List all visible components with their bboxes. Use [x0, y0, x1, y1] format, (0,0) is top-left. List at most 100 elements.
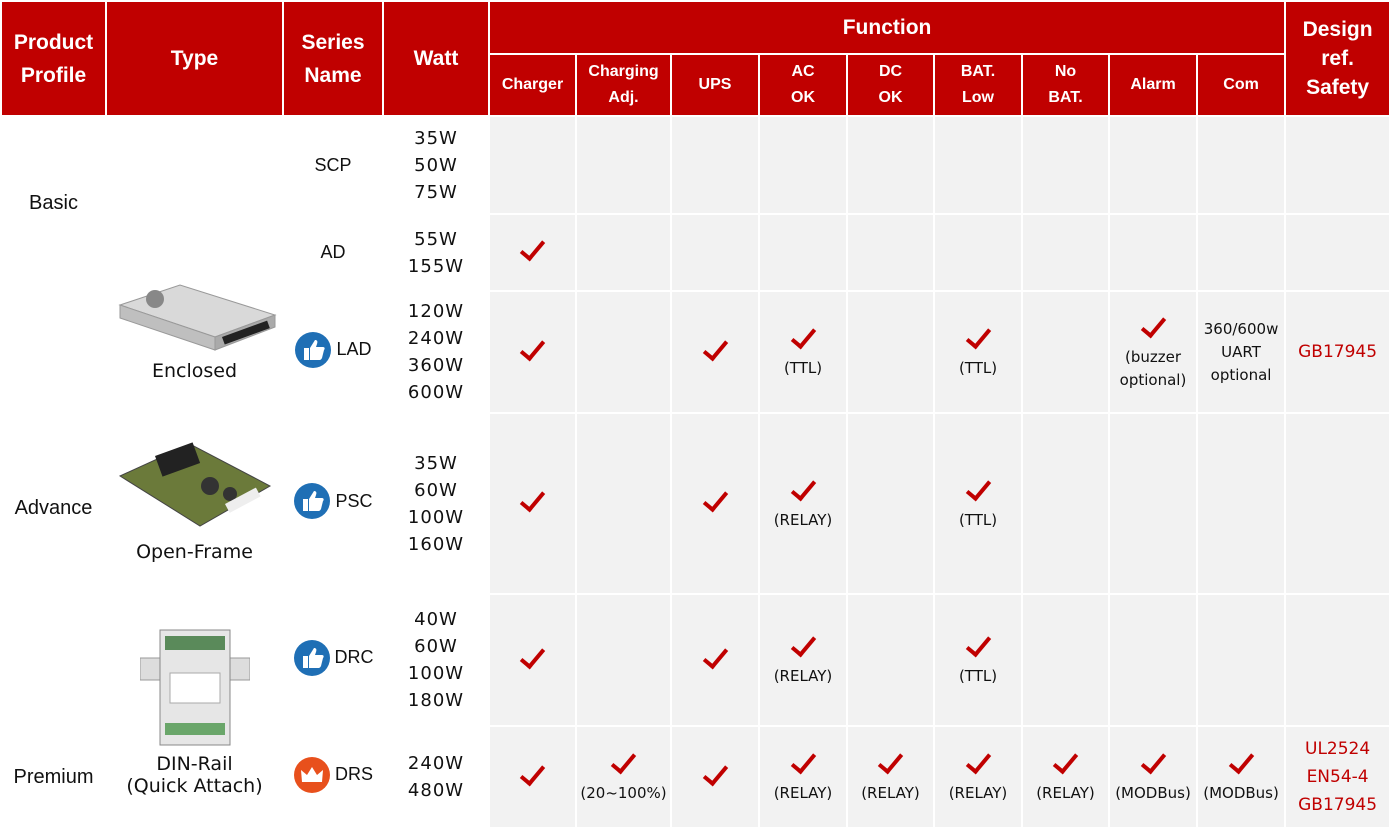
- series-label: LAD: [336, 339, 372, 359]
- check-mark: [702, 642, 728, 669]
- safety-cell: UL2524 EN54-4 GB17945: [1284, 725, 1389, 829]
- function-cell: [1195, 412, 1287, 595]
- profile-cell: Basic: [0, 115, 107, 292]
- function-cell: (TTL): [933, 290, 1023, 414]
- function-cell: [1195, 593, 1287, 727]
- function-cell: [670, 290, 760, 414]
- type-cell: Open-Frame: [105, 412, 284, 595]
- watt-cell: 35W 60W 100W 160W: [382, 412, 490, 595]
- function-cell: (TTL): [758, 290, 848, 414]
- watt-cell: 55W 155W: [382, 213, 490, 292]
- function-cell: (20~100%): [575, 725, 672, 829]
- series-label: PSC: [335, 490, 373, 511]
- function-cell: [1021, 213, 1110, 292]
- function-note: (TTL): [958, 667, 998, 685]
- safety-cell: [1284, 115, 1389, 215]
- function-note: (RELAY): [948, 784, 1008, 802]
- function-cell: (TTL): [933, 412, 1023, 595]
- function-cell: [933, 213, 1023, 292]
- function-cell: [488, 115, 577, 215]
- function-cell: (RELAY): [1021, 725, 1110, 829]
- type-label: Enclosed: [151, 360, 238, 382]
- function-note: (20~100%): [580, 784, 667, 802]
- check-mark: [1228, 747, 1254, 775]
- function-cell: [670, 725, 760, 829]
- series-label: DRS: [334, 764, 373, 784]
- function-cell: [846, 213, 935, 292]
- function-note: (RELAY): [773, 784, 833, 802]
- check-mark: [519, 485, 546, 513]
- series-cell: AD: [282, 213, 384, 292]
- check-mark: [702, 485, 728, 513]
- function-cell: [575, 412, 672, 595]
- premium-icon: [293, 756, 330, 793]
- watt-cell: 120W 240W 360W 600W: [382, 290, 490, 414]
- function-cell: (RELAY): [758, 593, 848, 727]
- series-cell: DRS: [282, 725, 384, 829]
- function-cell: [1108, 412, 1198, 595]
- check-mark: [965, 747, 991, 775]
- function-cell: [846, 593, 935, 727]
- function-cell: [575, 593, 672, 727]
- function-cell: [488, 725, 577, 829]
- function-note: (RELAY): [773, 667, 833, 685]
- type-cell: Enclosed: [105, 115, 284, 414]
- function-cell: [670, 115, 760, 215]
- function-note: (TTL): [783, 359, 823, 377]
- recommend-icon: [294, 483, 331, 519]
- series-cell: DRC: [282, 593, 384, 727]
- safety-cell: [1284, 213, 1389, 292]
- function-cell: [670, 593, 760, 727]
- check-mark: [610, 747, 637, 775]
- safety-cell: [1284, 412, 1389, 595]
- product-image: [139, 629, 250, 746]
- series-label: DRC: [334, 647, 374, 667]
- function-note: (TTL): [958, 359, 998, 377]
- function-note: (MODBus): [1203, 784, 1279, 802]
- recommend-icon: [295, 331, 332, 368]
- check-mark: [519, 234, 546, 262]
- check-mark: [790, 322, 816, 350]
- header-cell: Function: [487, 0, 1287, 55]
- function-header: AC OK: [758, 53, 848, 117]
- function-cell: (RELAY): [758, 412, 848, 595]
- check-mark: [790, 747, 816, 775]
- function-cell: (RELAY): [758, 725, 848, 829]
- function-header: Charger: [488, 53, 577, 117]
- function-cell: [488, 412, 577, 595]
- function-cell: (MODBus): [1195, 725, 1287, 829]
- series-cell: SCP: [282, 115, 384, 215]
- check-mark: [1052, 747, 1079, 775]
- function-cell: [846, 412, 935, 595]
- function-header: DC OK: [846, 53, 935, 117]
- function-note: (RELAY): [773, 510, 833, 529]
- function-header: UPS: [670, 53, 760, 117]
- function-cell: [1108, 593, 1198, 727]
- header-cell: Product Profile: [0, 0, 107, 117]
- check-mark: [790, 474, 816, 501]
- check-mark: [519, 759, 546, 786]
- function-cell: [933, 115, 1023, 215]
- function-note: (buzzer optional): [1119, 347, 1187, 389]
- check-mark: [877, 747, 904, 775]
- check-mark: [1140, 311, 1166, 338]
- function-header: Charging Adj.: [575, 53, 672, 117]
- function-cell: (TTL): [933, 593, 1023, 727]
- recommend-icon: [293, 639, 330, 676]
- function-cell: (RELAY): [846, 725, 935, 829]
- function-header: No BAT.: [1021, 53, 1110, 117]
- check-mark: [965, 474, 991, 501]
- function-cell: [575, 290, 672, 414]
- function-note: 360/600w UART optional: [1203, 319, 1279, 384]
- series-cell: PSC: [282, 412, 384, 595]
- product-image: [118, 442, 271, 527]
- function-header: BAT. Low: [933, 53, 1023, 117]
- function-cell: [1195, 213, 1287, 292]
- header-cell: Type: [105, 0, 284, 117]
- function-cell: [1108, 213, 1198, 292]
- function-note: (RELAY): [1036, 784, 1095, 802]
- function-cell: [488, 290, 577, 414]
- type-label: DIN-Rail (Quick Attach): [126, 753, 263, 797]
- profile-cell: Advance: [0, 290, 107, 727]
